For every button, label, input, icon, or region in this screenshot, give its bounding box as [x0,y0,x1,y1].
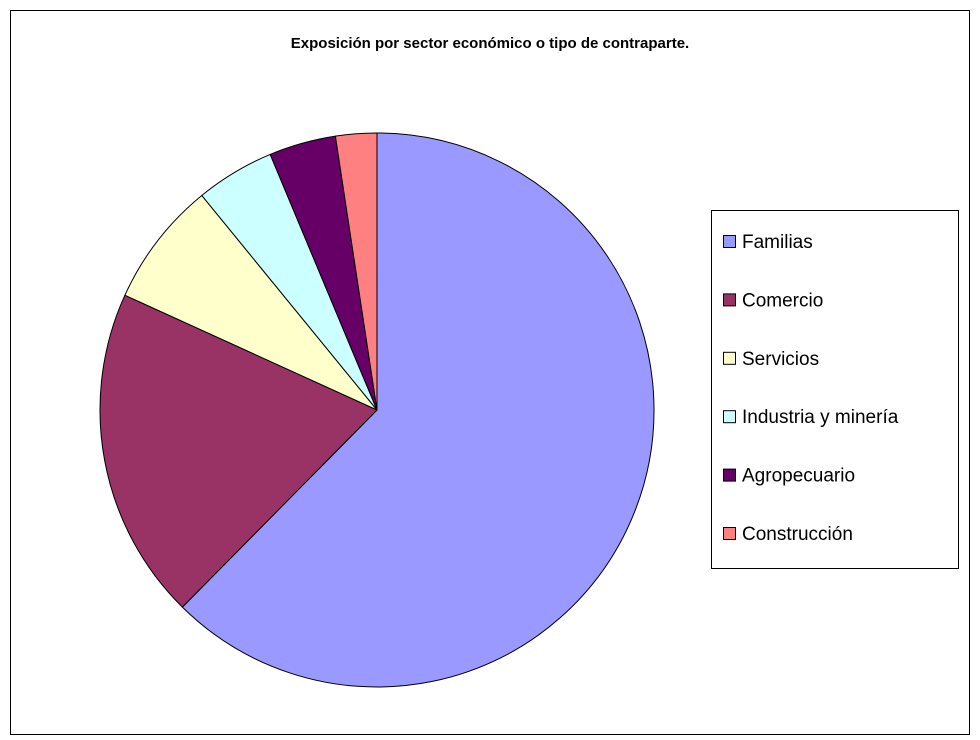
legend-label: Industria y minería [742,407,899,428]
legend-label: Familias [742,232,813,253]
pie-slice [99,294,378,608]
legend-swatch [723,235,736,248]
legend-label: Construcción [742,524,853,545]
legend-swatch [723,527,736,540]
legend-swatch [723,351,736,365]
legend-swatch [723,410,736,424]
legend-box [711,210,959,569]
chart-title: Exposición por sector económico o tipo d… [291,35,689,52]
legend-swatch [723,293,736,307]
legend-label: Servicios [742,349,819,370]
legend-label: Comercio [742,290,823,311]
pie-slice [124,194,378,411]
legend-label: Agropecuario [742,466,855,487]
pie-slice [181,132,655,688]
legend-swatch [723,468,736,482]
pie-slice [334,132,378,411]
